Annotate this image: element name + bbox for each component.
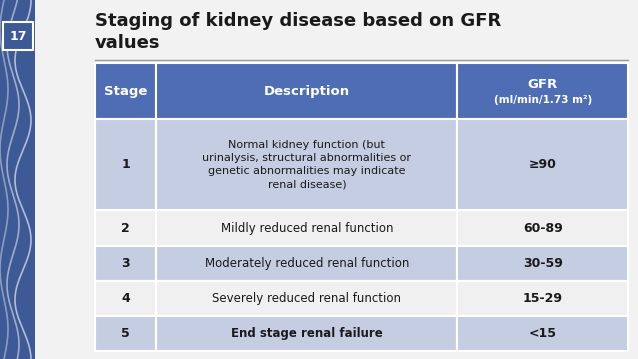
Bar [95, 246, 156, 281]
Text: 60-89: 60-89 [523, 222, 563, 234]
Text: Description: Description [263, 85, 350, 98]
Bar [457, 281, 628, 316]
Bar [0, 0, 35, 359]
Bar [95, 63, 156, 119]
Text: genetic abnormalities may indicate: genetic abnormalities may indicate [208, 166, 406, 176]
Text: 2: 2 [121, 222, 130, 234]
Bar [3, 22, 33, 50]
Bar [156, 316, 457, 351]
Bar [457, 210, 628, 246]
Bar [457, 63, 628, 119]
Bar [156, 63, 457, 119]
Bar [156, 119, 457, 210]
Text: Staging of kidney disease based on GFR: Staging of kidney disease based on GFR [95, 12, 501, 30]
Text: 15-29: 15-29 [523, 292, 563, 305]
Bar [457, 246, 628, 281]
Text: <15: <15 [529, 327, 557, 340]
Bar [156, 246, 457, 281]
Text: Moderately reduced renal function: Moderately reduced renal function [205, 257, 409, 270]
Text: 1: 1 [121, 158, 130, 171]
Bar [95, 281, 156, 316]
Text: Normal kidney function (but: Normal kidney function (but [228, 140, 385, 150]
Bar [156, 210, 457, 246]
Bar [457, 316, 628, 351]
Text: renal disease): renal disease) [267, 180, 346, 189]
Text: values: values [95, 34, 161, 52]
Bar [95, 119, 156, 210]
Text: 17: 17 [9, 29, 27, 42]
Text: 4: 4 [121, 292, 130, 305]
Text: 5: 5 [121, 327, 130, 340]
Text: Normal kidney function (but: Normal kidney function (but [228, 140, 385, 150]
Text: Severely reduced renal function: Severely reduced renal function [212, 292, 401, 305]
Text: GFR: GFR [528, 78, 558, 90]
Bar [156, 281, 457, 316]
Text: Stage: Stage [104, 85, 147, 98]
Text: 30-59: 30-59 [523, 257, 563, 270]
Text: ≥90: ≥90 [529, 158, 557, 171]
Bar [95, 316, 156, 351]
Text: urinalysis, structural abnormalities or: urinalysis, structural abnormalities or [202, 153, 412, 163]
Text: (ml/min/1.73 m²): (ml/min/1.73 m²) [494, 95, 592, 105]
Text: Mildly reduced renal function: Mildly reduced renal function [221, 222, 393, 234]
Bar [457, 119, 628, 210]
Bar [95, 210, 156, 246]
Text: End stage renal failure: End stage renal failure [231, 327, 383, 340]
Text: 3: 3 [121, 257, 130, 270]
